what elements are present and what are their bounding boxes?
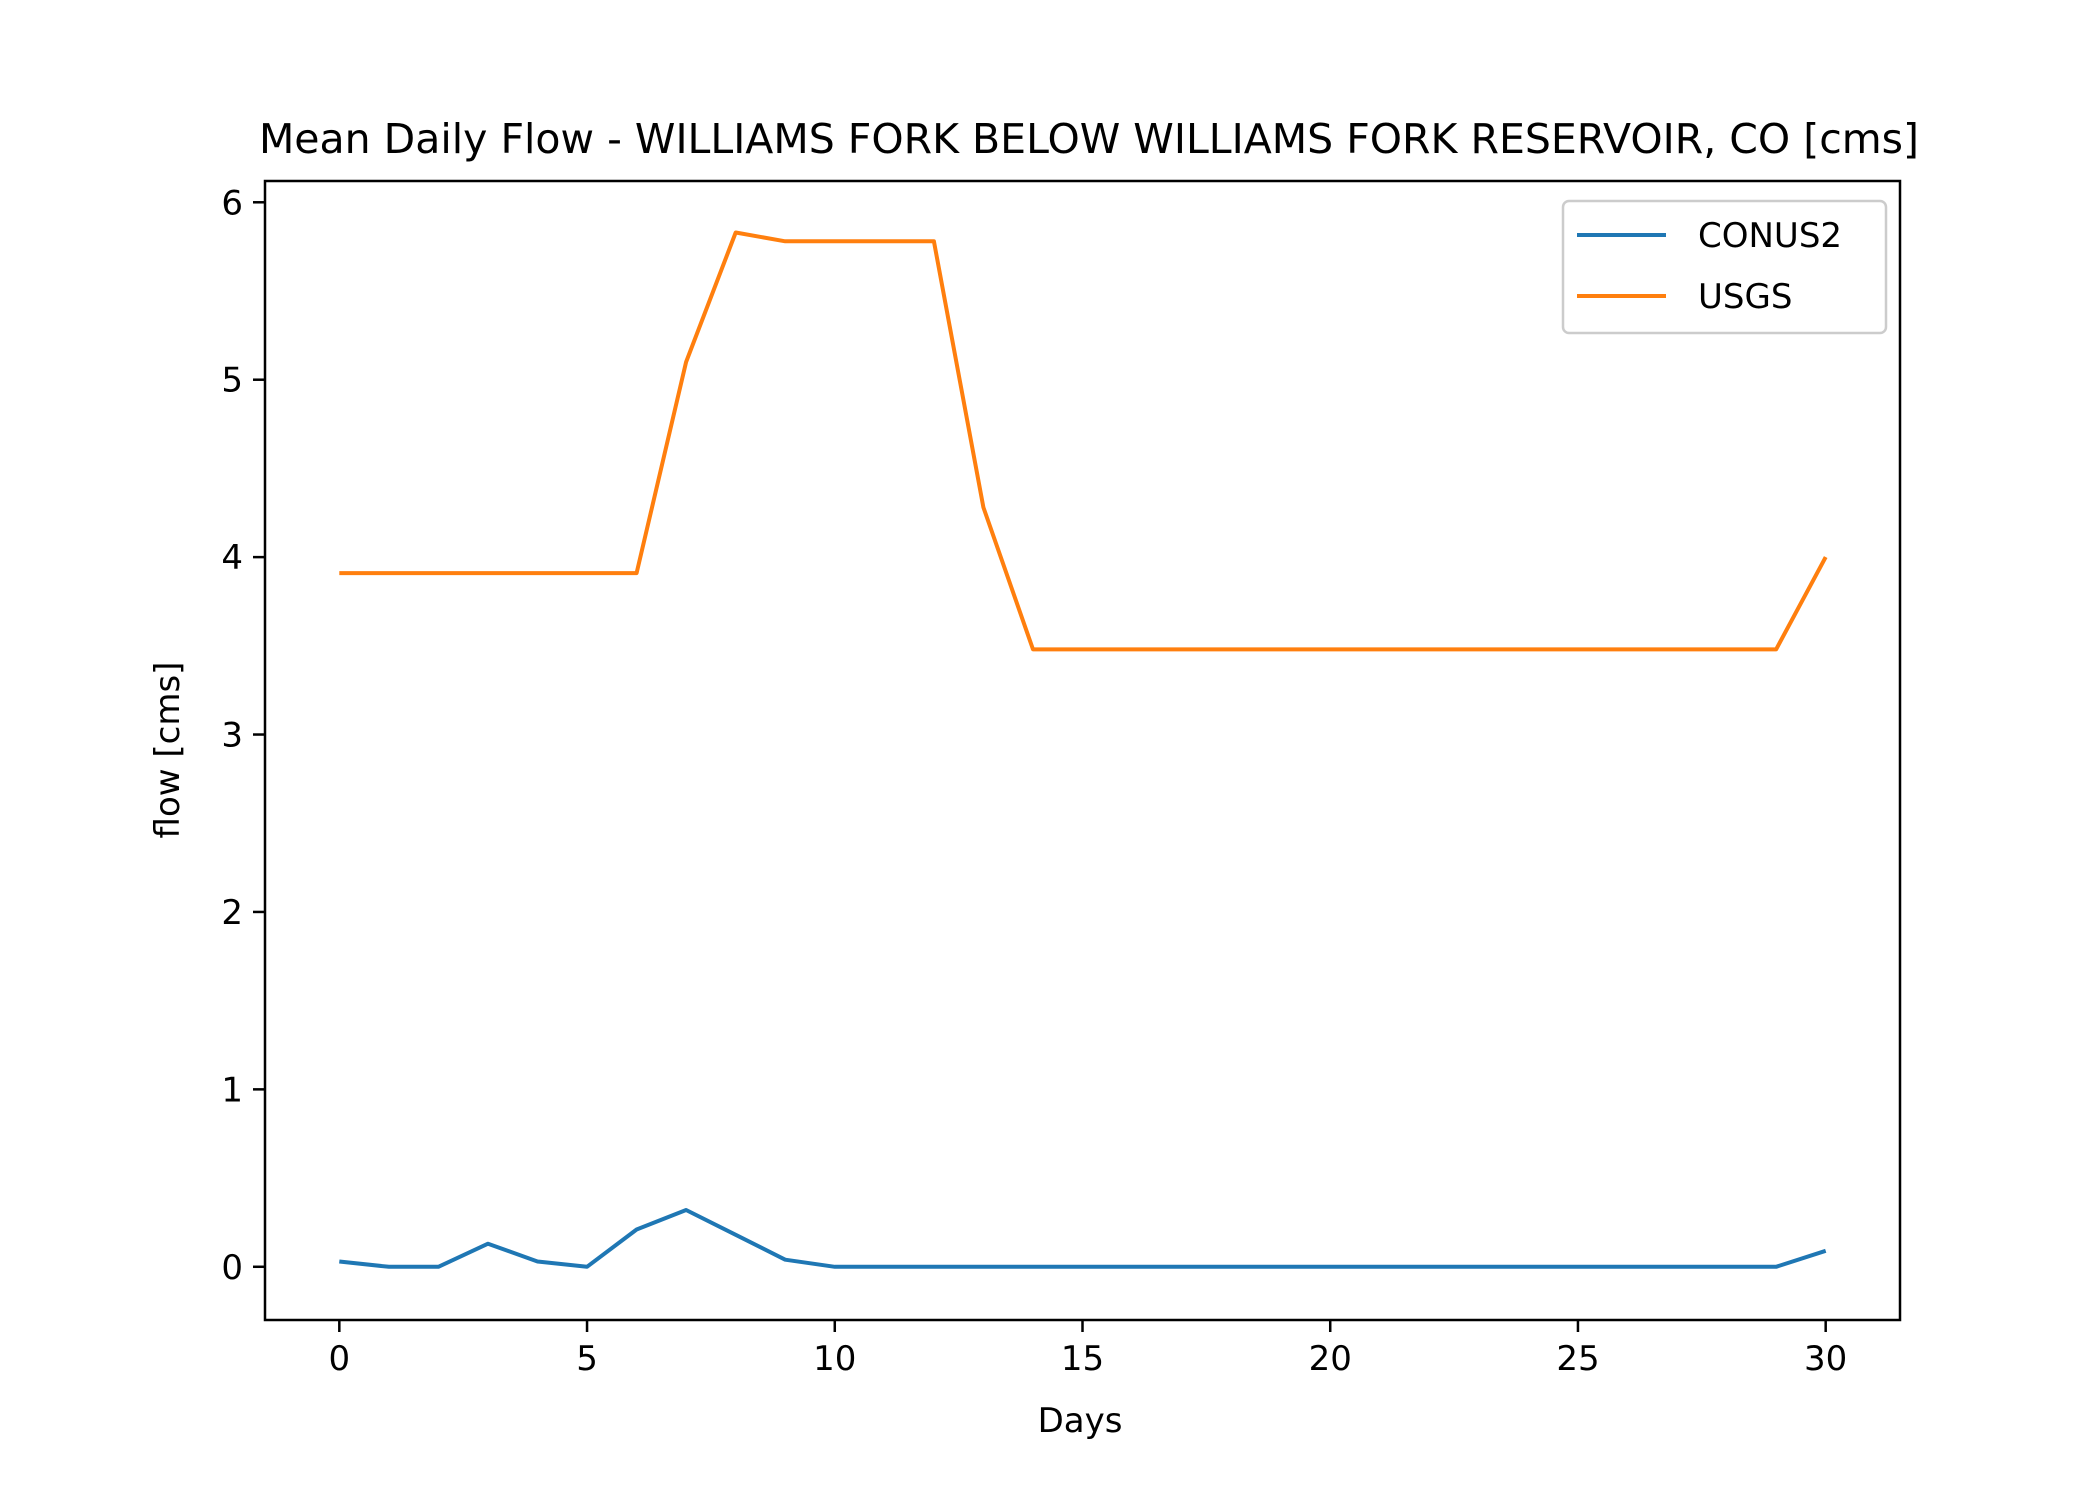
x-tick-label: 10	[813, 1339, 856, 1379]
x-axis-label: Days	[1038, 1401, 1123, 1441]
y-tick-label: 6	[221, 183, 243, 223]
y-tick-label: 4	[221, 538, 243, 578]
series-layer	[339, 230, 1828, 1269]
y-tick-label: 5	[221, 361, 243, 401]
x-tick-label: 25	[1556, 1339, 1599, 1379]
y-tick-label: 2	[221, 893, 243, 933]
series-line-conus2	[339, 1208, 1827, 1269]
y-axis-label: flow [cms]	[148, 662, 188, 839]
x-tick-label: 5	[576, 1339, 598, 1379]
series-line-usgs	[339, 230, 1828, 652]
y-tick-label: 0	[221, 1248, 243, 1288]
x-tick-label: 30	[1804, 1339, 1847, 1379]
y-tick-label: 3	[221, 716, 243, 756]
y-tick-label: 1	[221, 1070, 243, 1110]
x-tick-label: 15	[1061, 1339, 1104, 1379]
legend-label-conus2: CONUS2	[1698, 216, 1842, 256]
y-axis: 0 1 2 3 4 5 6	[221, 183, 265, 1288]
legend-label-usgs: USGS	[1698, 277, 1792, 317]
chart-title: Mean Daily Flow - WILLIAMS FORK BELOW WI…	[259, 115, 1919, 163]
x-axis: 0 5 10 15 20 25 30	[328, 1320, 1847, 1379]
x-tick-label: 20	[1309, 1339, 1352, 1379]
legend: CONUS2 USGS	[1561, 199, 1888, 335]
x-tick-label: 0	[328, 1339, 350, 1379]
